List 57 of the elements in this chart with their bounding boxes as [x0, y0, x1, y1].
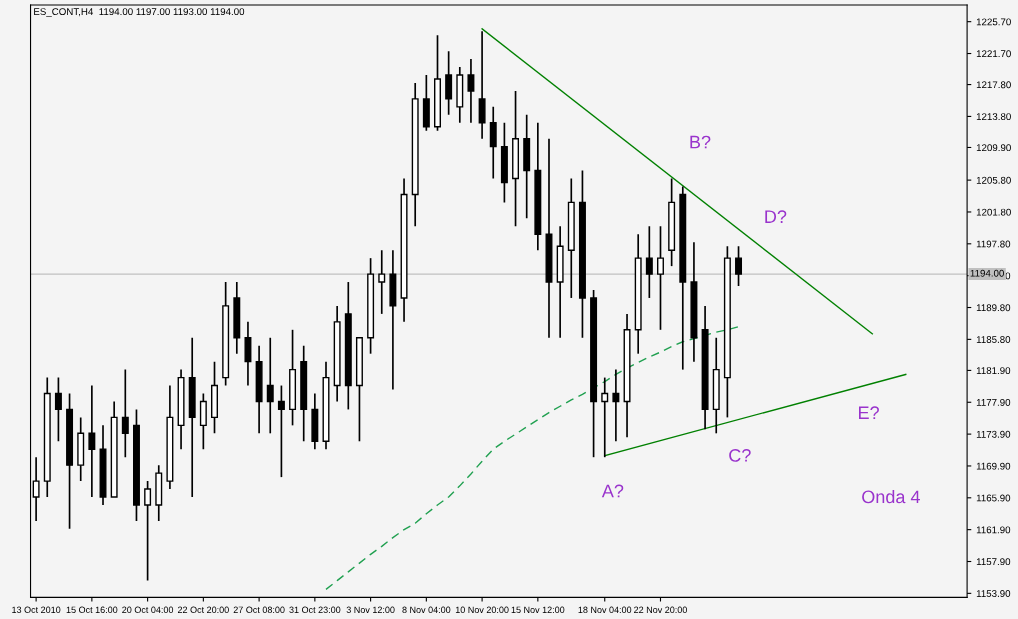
annotation: E? [859, 406, 879, 419]
candlestick [266, 336, 274, 435]
x-tick-label: 13 Oct 2010 [12, 606, 61, 613]
x-tick-label: 22 Nov 20:00 [634, 606, 687, 613]
y-tick-label: 1165.90 [976, 494, 1011, 502]
y-tick-label: 1153.90 [976, 590, 1011, 597]
candlestick [478, 30, 486, 140]
candlestick [244, 321, 252, 387]
y-tick-label: 1201.80 [976, 208, 1011, 216]
chart-title: ES_CONT,H4 1194.00 1197.00 1193.00 1194.00 [34, 8, 245, 17]
y-tick-label: 1157.90 [976, 558, 1011, 566]
candlestick [657, 225, 664, 331]
candlestick [54, 376, 62, 443]
annotation: D? [765, 210, 787, 223]
y-tick-label: 1197.80 [976, 240, 1011, 248]
annotation: C? [729, 449, 751, 462]
annotation: A? [601, 484, 624, 498]
y-tick-label: 1221.70 [976, 50, 1011, 58]
candlestick [645, 225, 653, 299]
x-tick-label: 20 Oct 04:00 [122, 606, 174, 613]
candlestick [489, 106, 497, 180]
ref-line-label: 1194.00 [970, 269, 1004, 277]
y-tick-label: 1217.80 [976, 81, 1011, 89]
x-tick-label: 31 Oct 23:00 [289, 606, 341, 613]
y-tick-label: 1225.70 [976, 18, 1011, 26]
y-tick-label: 1209.90 [976, 144, 1011, 152]
candlestick [601, 376, 609, 459]
x-tick-label: 27 Oct 08:00 [233, 606, 285, 613]
annotation: B? [690, 135, 711, 149]
candlestick [32, 456, 40, 522]
x-tick-label: 15 Oct 16:00 [66, 606, 118, 613]
candlestick [277, 384, 285, 478]
x-tick-label: 18 Nov 04:00 [578, 606, 632, 613]
candlestick [445, 50, 453, 116]
x-tick-label: 3 Nov 12:00 [346, 606, 395, 613]
y-tick-label: 1189.80 [976, 304, 1011, 312]
y-tick-label: 1169.90 [976, 462, 1011, 470]
y-tick-label: 1213.80 [976, 113, 1011, 121]
candlestick [144, 480, 152, 582]
x-tick-label: 8 Nov 04:00 [402, 606, 451, 613]
x-tick-label: 22 Oct 20:00 [177, 606, 229, 613]
y-tick-label: 1181.90 [976, 367, 1011, 375]
y-tick-label: 1161.90 [976, 526, 1011, 534]
y-tick-label: 1173.90 [976, 430, 1011, 438]
x-tick-label: 15 Nov 12:00 [511, 606, 565, 613]
y-tick-label: 1205.80 [976, 176, 1011, 184]
annotation: Onda 4 [862, 489, 920, 504]
candlestick [121, 368, 129, 459]
candlestick [378, 249, 386, 315]
candlestick [735, 245, 743, 287]
candlestick [88, 384, 96, 498]
y-tick-label: 1185.80 [976, 336, 1011, 343]
candlestick [612, 368, 620, 443]
candlestick [467, 58, 475, 124]
x-tick-label: 10 Nov 20:00 [455, 606, 509, 613]
y-tick-label: 1177.90 [976, 399, 1011, 406]
candlestick [199, 392, 207, 451]
